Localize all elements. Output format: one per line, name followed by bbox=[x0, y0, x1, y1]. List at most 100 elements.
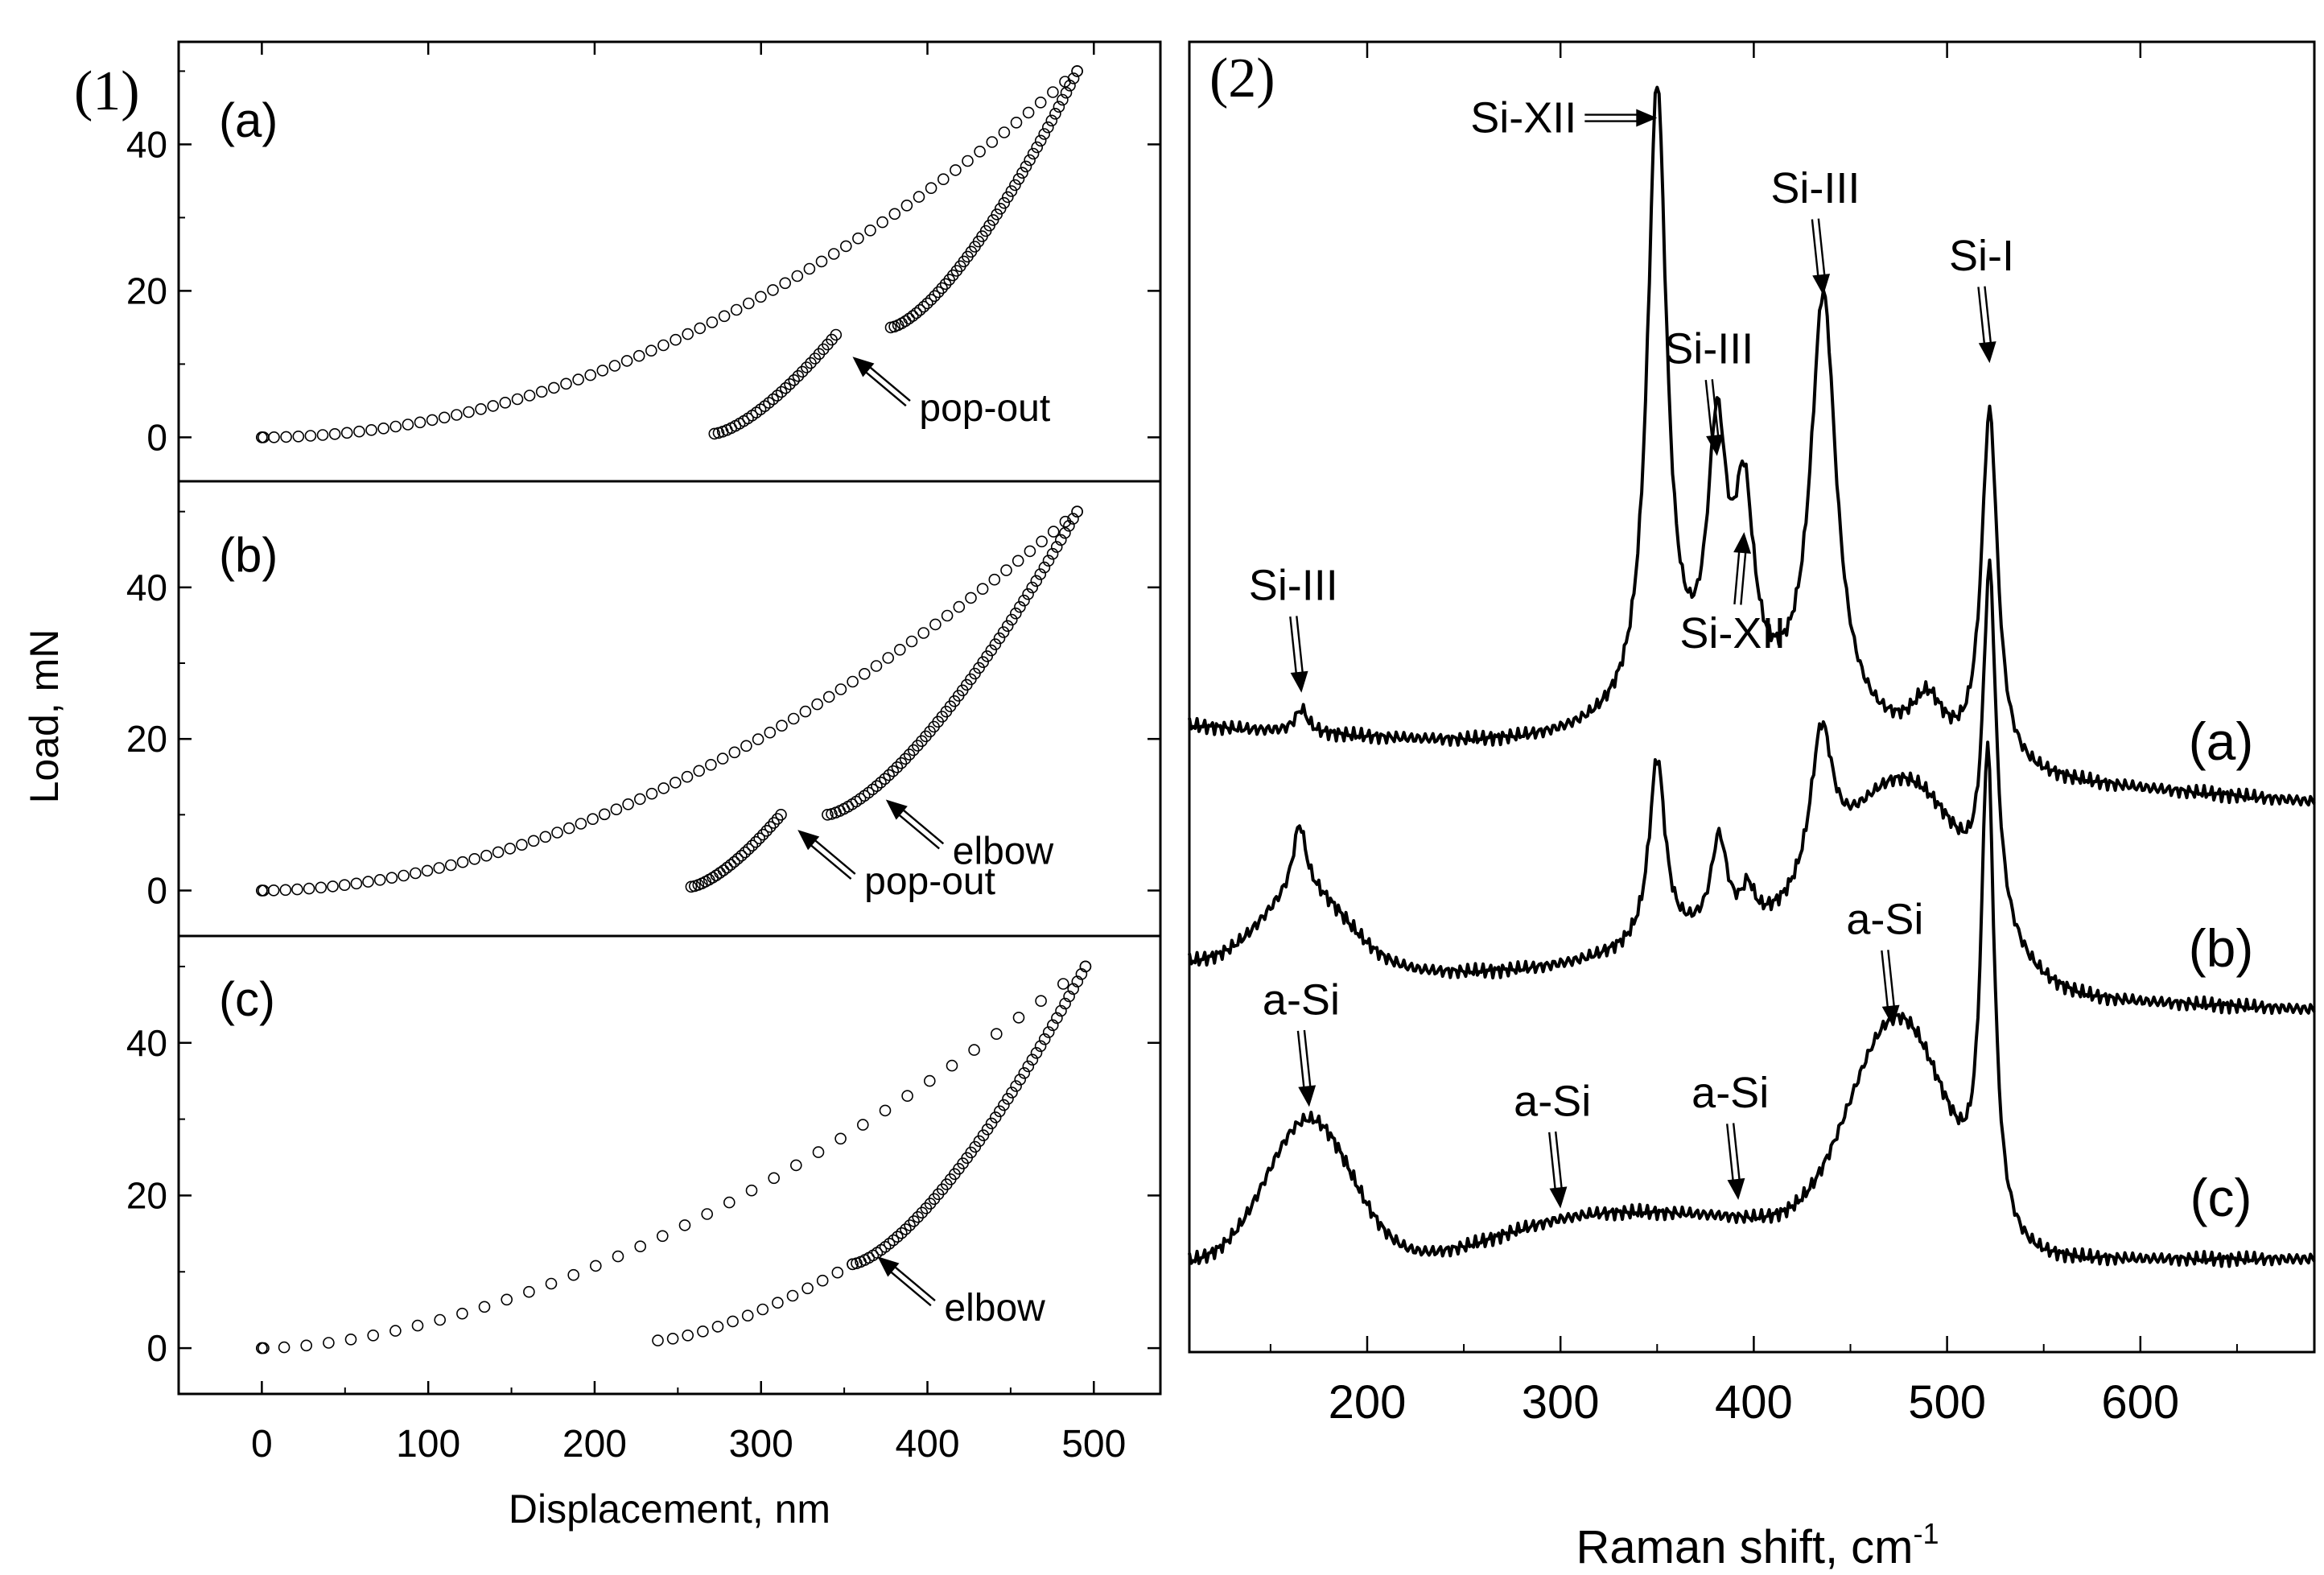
annotation-arrow bbox=[877, 1256, 936, 1307]
data-point bbox=[728, 746, 741, 759]
data-point bbox=[501, 1293, 513, 1306]
y-tick-label: 20 bbox=[126, 718, 167, 760]
annotation-arrow bbox=[1584, 109, 1658, 127]
annotation-arrow-shaft bbox=[1984, 286, 1992, 347]
annotation-arrow-shaft bbox=[887, 1268, 932, 1307]
y-tick-label: 0 bbox=[146, 1327, 167, 1369]
data-point bbox=[694, 322, 707, 335]
data-point bbox=[883, 1238, 896, 1250]
data-point bbox=[1042, 555, 1055, 567]
data-point bbox=[925, 294, 937, 306]
data-point bbox=[998, 196, 1011, 209]
annotation-label: elbow bbox=[944, 1287, 1045, 1330]
data-point bbox=[596, 365, 609, 377]
data-point bbox=[706, 316, 719, 328]
data-point bbox=[1014, 1074, 1026, 1086]
annotation-arrow-shaft bbox=[1548, 1132, 1557, 1194]
data-point bbox=[784, 377, 796, 390]
data-point bbox=[771, 390, 784, 402]
data-point bbox=[633, 793, 646, 806]
data-point bbox=[1059, 526, 1071, 539]
annotation-arrow-shaft bbox=[1711, 379, 1720, 440]
data-point bbox=[701, 1208, 714, 1220]
data-point bbox=[1005, 185, 1018, 197]
data-point bbox=[344, 1334, 357, 1346]
data-point bbox=[1031, 141, 1043, 154]
raman-axes: 200 300 400 500 600 bbox=[1269, 42, 2238, 1429]
data-point bbox=[887, 765, 900, 777]
data-point bbox=[714, 867, 726, 879]
data-point bbox=[779, 381, 792, 394]
data-point bbox=[560, 377, 572, 390]
data-point bbox=[1010, 607, 1022, 620]
annotation-arrow bbox=[1296, 1029, 1317, 1107]
data-point bbox=[857, 1119, 869, 1131]
data-point bbox=[771, 813, 784, 825]
data-point bbox=[718, 310, 731, 323]
data-point bbox=[645, 344, 657, 357]
data-point bbox=[657, 339, 670, 352]
data-point bbox=[752, 733, 764, 745]
data-point bbox=[456, 856, 469, 868]
annotation-arrow-shaft bbox=[811, 837, 856, 875]
data-point bbox=[801, 1282, 814, 1295]
annotation-label: Si-III bbox=[1664, 325, 1753, 373]
annotation-arrow-shaft bbox=[891, 1264, 936, 1302]
indentation-data bbox=[256, 65, 1092, 1354]
data-point bbox=[426, 414, 439, 427]
data-point bbox=[1001, 620, 1014, 633]
data-point bbox=[323, 1337, 335, 1349]
data-point bbox=[697, 1326, 709, 1338]
y-tick-label: 0 bbox=[146, 416, 167, 458]
data-point bbox=[258, 1342, 270, 1354]
data-point bbox=[645, 787, 658, 800]
data-point bbox=[939, 278, 952, 291]
data-point bbox=[353, 425, 365, 438]
data-point bbox=[1053, 101, 1065, 113]
data-point bbox=[815, 255, 828, 268]
data-point bbox=[986, 136, 999, 148]
data-point bbox=[1022, 588, 1034, 600]
annotation-arrow-head bbox=[1733, 532, 1752, 555]
data-point bbox=[1055, 534, 1067, 546]
data-point bbox=[535, 386, 548, 398]
annotation-arrow bbox=[1977, 286, 1996, 364]
data-point bbox=[1038, 1033, 1051, 1045]
data-point bbox=[1047, 526, 1060, 538]
data-point bbox=[475, 402, 487, 415]
annotation-label: a-Si bbox=[1691, 1069, 1769, 1117]
annotation-arrow-shaft bbox=[1289, 616, 1298, 678]
data-point bbox=[1034, 134, 1047, 147]
data-point bbox=[800, 361, 813, 373]
annotation-arrow bbox=[1733, 532, 1752, 605]
data-point bbox=[1006, 613, 1018, 626]
data-point bbox=[1024, 545, 1036, 558]
data-point bbox=[421, 864, 434, 877]
data-point bbox=[736, 849, 748, 862]
data-point bbox=[622, 798, 634, 810]
data-point bbox=[1063, 990, 1075, 1003]
data-point bbox=[1009, 179, 1021, 192]
data-point bbox=[917, 627, 929, 639]
data-point bbox=[767, 284, 779, 296]
data-point bbox=[1042, 121, 1054, 134]
data-point bbox=[917, 300, 930, 313]
data-point bbox=[822, 691, 835, 703]
data-point bbox=[859, 667, 871, 680]
data-point bbox=[433, 862, 446, 874]
annotation-arrow-shaft bbox=[1817, 218, 1826, 279]
data-point bbox=[303, 882, 315, 895]
data-point bbox=[908, 1215, 920, 1227]
data-point bbox=[608, 360, 621, 372]
data-point bbox=[994, 1105, 1006, 1118]
data-point bbox=[338, 879, 351, 891]
data-point bbox=[1047, 1019, 1059, 1032]
data-point bbox=[1036, 535, 1048, 548]
data-point bbox=[610, 803, 623, 816]
data-point bbox=[847, 675, 859, 688]
spectrum-line bbox=[1188, 85, 2316, 807]
data-point bbox=[1035, 995, 1047, 1007]
annotation-arrow-shaft bbox=[1811, 219, 1819, 280]
data-point bbox=[925, 182, 937, 194]
annotation-arrow-shaft bbox=[899, 806, 945, 845]
